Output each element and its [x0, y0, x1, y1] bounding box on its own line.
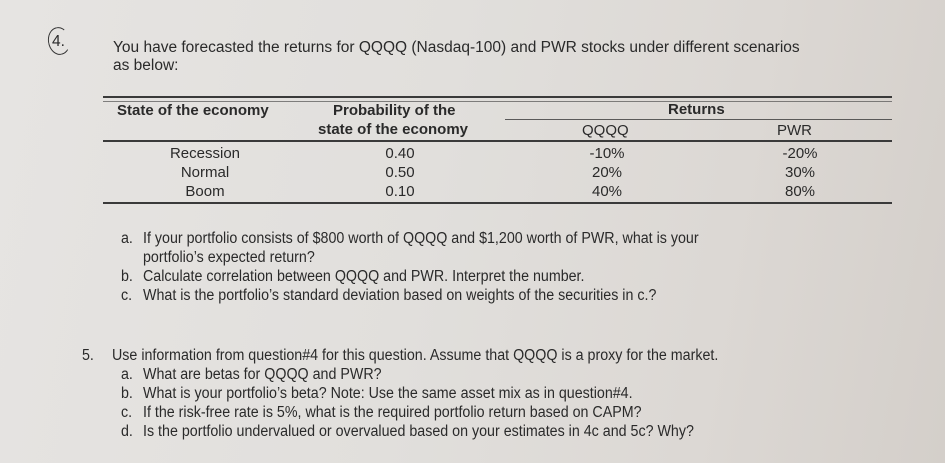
part-label-c: c.	[121, 287, 133, 304]
cell-state: Normal	[180, 164, 230, 181]
part-b-text: Calculate correlation between QQQQ and P…	[143, 268, 585, 285]
part-c-text: What is the portfolio’s standard deviati…	[143, 287, 657, 304]
question-5-number: 5.	[82, 347, 94, 364]
table-bottom-rule	[103, 202, 892, 204]
part-label-b: b.	[121, 385, 133, 402]
cell-state: Recession	[169, 145, 241, 162]
cell-qqqq: 20%	[591, 164, 623, 181]
cell-state: Boom	[185, 183, 225, 200]
header-qqqq: QQQQ	[582, 122, 629, 139]
part-d-text: Is the portfolio undervalued or overvalu…	[143, 423, 694, 440]
part-c-text: If the risk-free rate is 5%, what is the…	[143, 404, 642, 421]
header-returns: Returns	[668, 101, 725, 118]
handwritten-circle-icon	[45, 25, 73, 57]
part-b-text: What is your portfolio’s beta? Note: Use…	[143, 385, 633, 402]
cell-probability: 0.10	[385, 183, 415, 200]
question-5-line1: Use information from question#4 for this…	[112, 347, 719, 364]
part-label-b: b.	[121, 268, 133, 285]
question-4-line1: You have forecasted the returns for QQQQ…	[113, 39, 800, 56]
cell-probability: 0.50	[385, 164, 415, 181]
header-probability-line1: Probability of the	[333, 102, 456, 119]
header-probability-line2: state of the economy	[318, 121, 469, 138]
question-4-line2: as below:	[113, 57, 179, 74]
table-top-rule	[103, 96, 892, 98]
cell-pwr: 80%	[784, 183, 816, 200]
cell-pwr: -20%	[782, 145, 818, 162]
part-label-a: a.	[121, 230, 133, 247]
part-a-line2: portfolio’s expected return?	[143, 249, 315, 266]
part-label-a: a.	[121, 366, 133, 383]
cell-probability: 0.40	[385, 145, 415, 162]
header-bottom-rule	[103, 140, 892, 142]
part-a-text: What are betas for QQQQ and PWR?	[143, 366, 382, 383]
cell-qqqq: -10%	[589, 145, 625, 162]
part-label-c: c.	[121, 404, 133, 421]
cell-pwr: 30%	[784, 164, 816, 181]
cell-qqqq: 40%	[591, 183, 623, 200]
question-4-number: 4.	[45, 25, 74, 59]
returns-underline	[505, 119, 892, 120]
table-top-rule-2	[103, 101, 892, 102]
header-state: State of the economy	[117, 102, 269, 119]
part-label-d: d.	[121, 423, 133, 440]
header-pwr: PWR	[777, 122, 812, 139]
part-a-line1: If your portfolio consists of $800 worth…	[143, 230, 699, 247]
question-number-text: 4.	[52, 33, 65, 50]
